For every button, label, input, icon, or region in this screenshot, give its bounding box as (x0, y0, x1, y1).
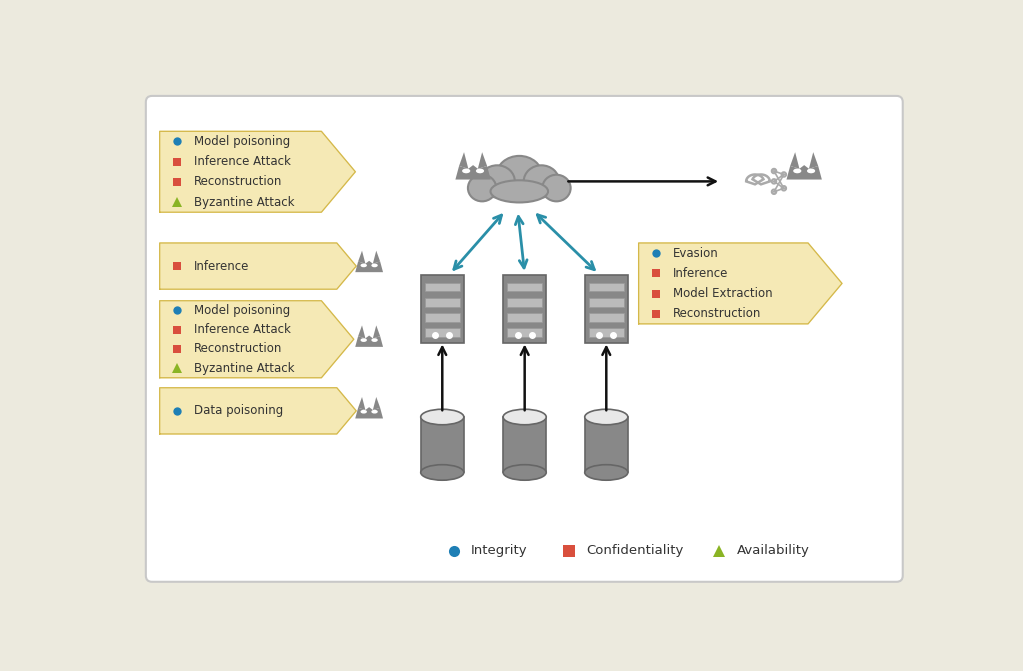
Polygon shape (638, 243, 842, 324)
Bar (588, 283, 624, 291)
Bar (588, 313, 624, 322)
Text: Integrity: Integrity (471, 544, 528, 558)
Text: Byzantine Attack: Byzantine Attack (193, 195, 294, 209)
Ellipse shape (468, 174, 496, 201)
Text: Evasion: Evasion (672, 247, 718, 260)
Bar (425, 283, 460, 291)
Bar (420, 417, 463, 472)
Text: Confidentiality: Confidentiality (586, 544, 683, 558)
Bar (507, 283, 542, 291)
Polygon shape (355, 407, 383, 419)
FancyBboxPatch shape (503, 275, 546, 343)
Bar (585, 417, 628, 472)
Bar (425, 298, 460, 307)
Ellipse shape (420, 409, 463, 425)
Polygon shape (372, 397, 381, 410)
Text: Model poisoning: Model poisoning (193, 135, 290, 148)
Polygon shape (160, 388, 356, 434)
Polygon shape (459, 152, 469, 169)
Ellipse shape (793, 168, 801, 173)
Polygon shape (787, 165, 821, 180)
Text: Inference: Inference (672, 267, 728, 280)
Text: Reconstruction: Reconstruction (193, 175, 282, 189)
Ellipse shape (371, 338, 377, 342)
Bar (507, 329, 542, 337)
Ellipse shape (360, 264, 367, 267)
Ellipse shape (503, 409, 546, 425)
Polygon shape (160, 243, 356, 289)
Ellipse shape (371, 264, 377, 267)
Bar (507, 298, 542, 307)
Text: Inference: Inference (193, 260, 249, 272)
Ellipse shape (360, 410, 367, 413)
Ellipse shape (585, 409, 628, 425)
Bar (503, 417, 546, 472)
Ellipse shape (360, 338, 367, 342)
FancyBboxPatch shape (585, 275, 628, 343)
Ellipse shape (496, 156, 542, 196)
Ellipse shape (585, 465, 628, 480)
Text: Reconstruction: Reconstruction (193, 342, 282, 356)
Polygon shape (358, 251, 365, 264)
Text: Data poisoning: Data poisoning (193, 405, 282, 417)
Text: Model Extraction: Model Extraction (672, 287, 772, 300)
Text: Reconstruction: Reconstruction (672, 307, 761, 320)
Ellipse shape (503, 465, 546, 480)
Text: Byzantine Attack: Byzantine Attack (193, 362, 294, 374)
Text: Inference Attack: Inference Attack (193, 323, 291, 336)
Bar (425, 329, 460, 337)
Bar (507, 313, 542, 322)
Ellipse shape (371, 410, 377, 413)
Polygon shape (790, 152, 799, 169)
Ellipse shape (476, 168, 484, 173)
Polygon shape (355, 336, 383, 347)
Polygon shape (478, 152, 487, 169)
Polygon shape (160, 301, 354, 378)
Polygon shape (358, 397, 365, 410)
Text: Availability: Availability (737, 544, 809, 558)
Polygon shape (455, 165, 491, 180)
FancyBboxPatch shape (420, 275, 463, 343)
Text: Inference Attack: Inference Attack (193, 155, 291, 168)
Polygon shape (372, 251, 381, 264)
Bar (425, 313, 460, 322)
Ellipse shape (420, 465, 463, 480)
Bar (588, 329, 624, 337)
Ellipse shape (490, 180, 548, 203)
Text: Model poisoning: Model poisoning (193, 304, 290, 317)
Polygon shape (372, 325, 381, 338)
Polygon shape (355, 261, 383, 272)
Bar (588, 298, 624, 307)
Polygon shape (809, 152, 818, 169)
Ellipse shape (542, 174, 571, 201)
FancyBboxPatch shape (146, 96, 902, 582)
Ellipse shape (807, 168, 815, 173)
Ellipse shape (480, 165, 515, 197)
Ellipse shape (462, 168, 471, 173)
Polygon shape (358, 325, 365, 338)
Polygon shape (160, 132, 355, 212)
Ellipse shape (524, 165, 560, 197)
